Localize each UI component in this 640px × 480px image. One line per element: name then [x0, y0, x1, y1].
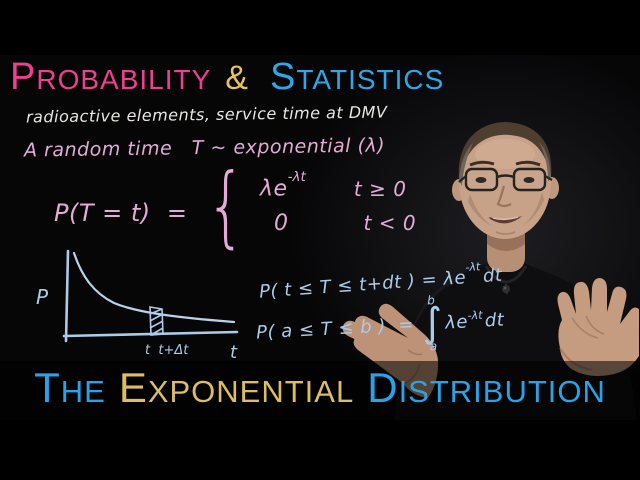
graph-y-axis [64, 249, 70, 343]
formula-dt-base: λe [442, 267, 467, 290]
presenter-cheek-shadow-right [522, 192, 544, 226]
graph-curve [72, 251, 236, 324]
bottom-title-exponential: E XPONENTIAL [119, 367, 354, 409]
presenter-nose [496, 185, 512, 208]
bottom-title: T HE E XPONENTIAL D ISTRIBUTION [0, 367, 640, 409]
pdf-case-1-exponent: -λt [287, 169, 306, 186]
formula-dt-exponent: -λt [464, 260, 481, 275]
title-statistics-rest: TATISTICS [296, 64, 445, 95]
bottom-exponential-rest: XPONENTIAL [147, 374, 355, 409]
integral-sign: ∫ [420, 299, 445, 347]
title-word-probability: P ROBABILITY [10, 58, 211, 96]
presenter-teeth [492, 216, 519, 221]
bottom-the-rest: HE [60, 374, 106, 409]
bottom-overlay-band [0, 361, 640, 420]
bottom-distribution-initial: D [367, 364, 399, 411]
formula-ab-exponent: -λt [467, 309, 483, 323]
graph-hatch-region [149, 306, 164, 336]
formula-dt-differential: dt [482, 264, 504, 287]
presenter-eye-left [475, 177, 487, 183]
pdf-case-1-base: λe [260, 176, 288, 202]
pdf-case-1-expr: λe-λt [260, 169, 306, 202]
density-graph: P t t t+Δt [36, 249, 239, 363]
glasses [458, 167, 553, 192]
presenter-hair [458, 122, 552, 180]
graph-tick-labels: t t+Δt [145, 343, 189, 358]
bottom-distribution-rest: ISTRIBUTION [398, 374, 606, 409]
graph-y-label: P [36, 285, 49, 309]
bottom-title-distribution: D ISTRIBUTION [367, 367, 606, 409]
formula-ab-differential: dt [484, 309, 505, 332]
presenter-forehead-highlight [475, 139, 535, 169]
presenter-eyebrow-left [469, 160, 495, 167]
presenter-vneck-collar [484, 265, 528, 284]
top-title: P ROBABILITY & S TATISTICS [10, 58, 444, 96]
presenter-hair-side-right [539, 142, 551, 182]
integral: b ∫ a [420, 293, 445, 354]
pdf-case-2-value: 0 [274, 210, 289, 236]
title-probability-initial: P [10, 56, 37, 98]
bottom-exponential-initial: E [118, 364, 148, 411]
presenter-eyebrow-right [515, 160, 541, 167]
presenter-cheek-shadow [468, 194, 492, 226]
pdf-cases: λe-λt t ≥ 0 0 t < 0 [260, 169, 416, 236]
title-word-statistics: S TATISTICS [270, 58, 444, 96]
formula-ab-base: λe [444, 310, 469, 334]
pdf-case-1-condition: t ≥ 0 [353, 176, 407, 201]
title-statistics-initial: S [269, 56, 297, 98]
title-probability-rest: ROBABILITY [36, 64, 212, 95]
pdf-brace: { [205, 154, 247, 257]
pdf-lhs: P(T = t) = [54, 198, 188, 227]
formula-ab-lhs: P( a ≤ T ≤ b ) = [255, 313, 415, 343]
presenter-chin-crease [495, 231, 516, 235]
bottom-title-the: T HE [34, 367, 106, 409]
presenter-eye-right [523, 177, 535, 183]
bottom-the-initial: T [34, 364, 61, 411]
lavalier-mic [502, 283, 510, 295]
graph-x-label: t [230, 342, 238, 363]
pdf-equation: P(T = t) = { λe-λt t ≥ 0 0 t < 0 [54, 154, 416, 257]
presenter-hair-side-left [459, 143, 473, 186]
presenter-neck-shadow [487, 228, 525, 251]
pdf-case-2: 0 t < 0 [260, 211, 416, 236]
pdf-case-2-condition: t < 0 [363, 210, 417, 235]
title-ampersand: & [225, 59, 248, 97]
integral-lower-bound: a [429, 339, 438, 354]
pdf-case-1: λe-λt t ≥ 0 [260, 169, 416, 202]
